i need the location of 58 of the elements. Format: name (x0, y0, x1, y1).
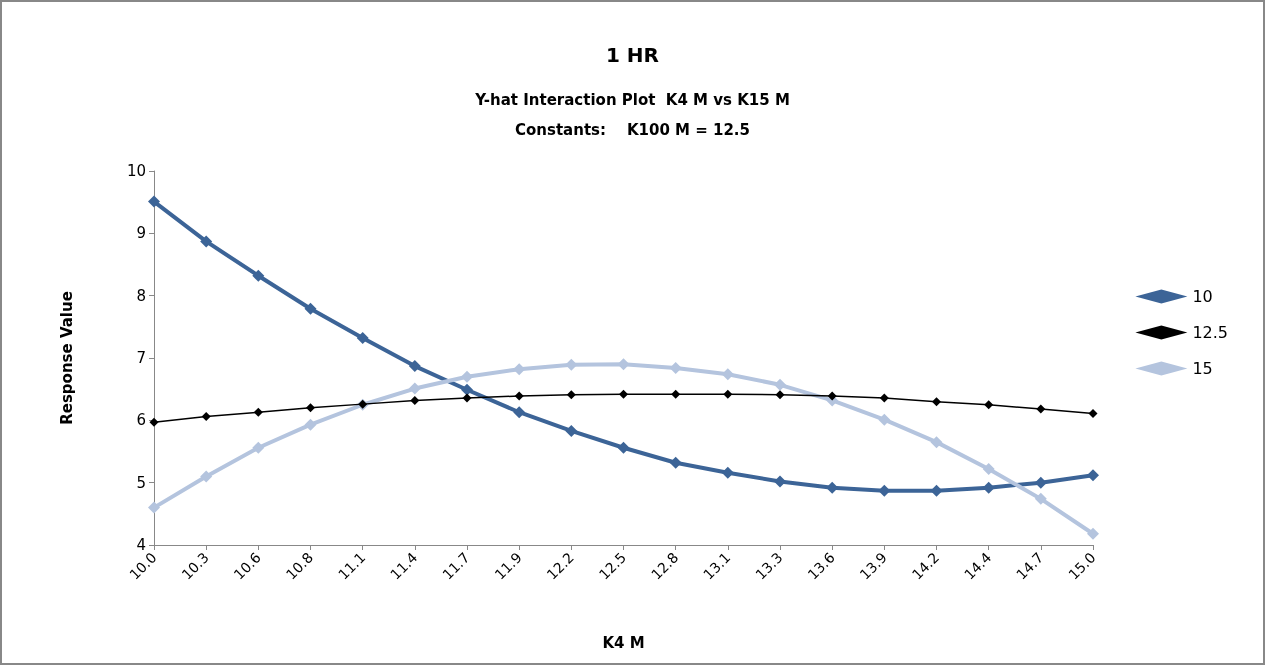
point (930, 436, 943, 449)
legend-label: 10 (1192, 287, 1213, 306)
point (565, 424, 578, 437)
point (671, 389, 681, 399)
point (1036, 404, 1046, 414)
point (723, 389, 733, 399)
chart-subtitle: Y-hat Interaction Plot K4 M vs K15 M Constants: K100 M = 12.5 (474, 91, 790, 139)
point (1087, 527, 1099, 540)
y-tick-label: 5 (136, 473, 146, 492)
y-tick-label: 8 (136, 286, 146, 305)
point (356, 332, 369, 345)
point (253, 407, 263, 417)
point (827, 391, 837, 401)
y-tick-label: 7 (136, 349, 146, 367)
point (932, 397, 941, 407)
point (304, 302, 317, 315)
point (461, 370, 473, 383)
point (982, 462, 995, 475)
point (879, 393, 889, 403)
point (461, 383, 473, 396)
point (878, 413, 891, 426)
point (1034, 492, 1047, 505)
point (201, 412, 211, 422)
point (148, 501, 160, 514)
point (149, 417, 159, 427)
point (774, 475, 786, 488)
point (566, 390, 576, 400)
y-tick-label: 4 (136, 536, 146, 554)
legend-label: 15 (1192, 359, 1213, 378)
point (774, 378, 786, 391)
y-tick-label: 9 (136, 224, 146, 243)
x-axis-title: K4 M (602, 633, 645, 652)
point (200, 470, 213, 483)
point (514, 391, 524, 401)
point (1088, 408, 1098, 418)
point (669, 456, 682, 469)
point (252, 441, 265, 454)
point (513, 406, 526, 419)
point (252, 269, 265, 282)
point (721, 466, 734, 479)
point (617, 441, 630, 454)
point (306, 403, 315, 413)
chart-title: 1 HR (605, 43, 660, 67)
point (304, 418, 317, 431)
point (200, 235, 213, 248)
point (408, 382, 421, 395)
point (619, 389, 628, 399)
point (148, 195, 160, 208)
point (410, 395, 420, 405)
y-tick-label: 10 (126, 162, 146, 180)
point (462, 393, 472, 403)
point (775, 390, 785, 400)
y-tick-label: 6 (136, 411, 146, 430)
point (984, 400, 994, 410)
y-axis-title: Response Value (57, 291, 76, 425)
point (408, 360, 421, 373)
legend-label: 12.5 (1192, 323, 1228, 342)
point (1087, 469, 1099, 482)
